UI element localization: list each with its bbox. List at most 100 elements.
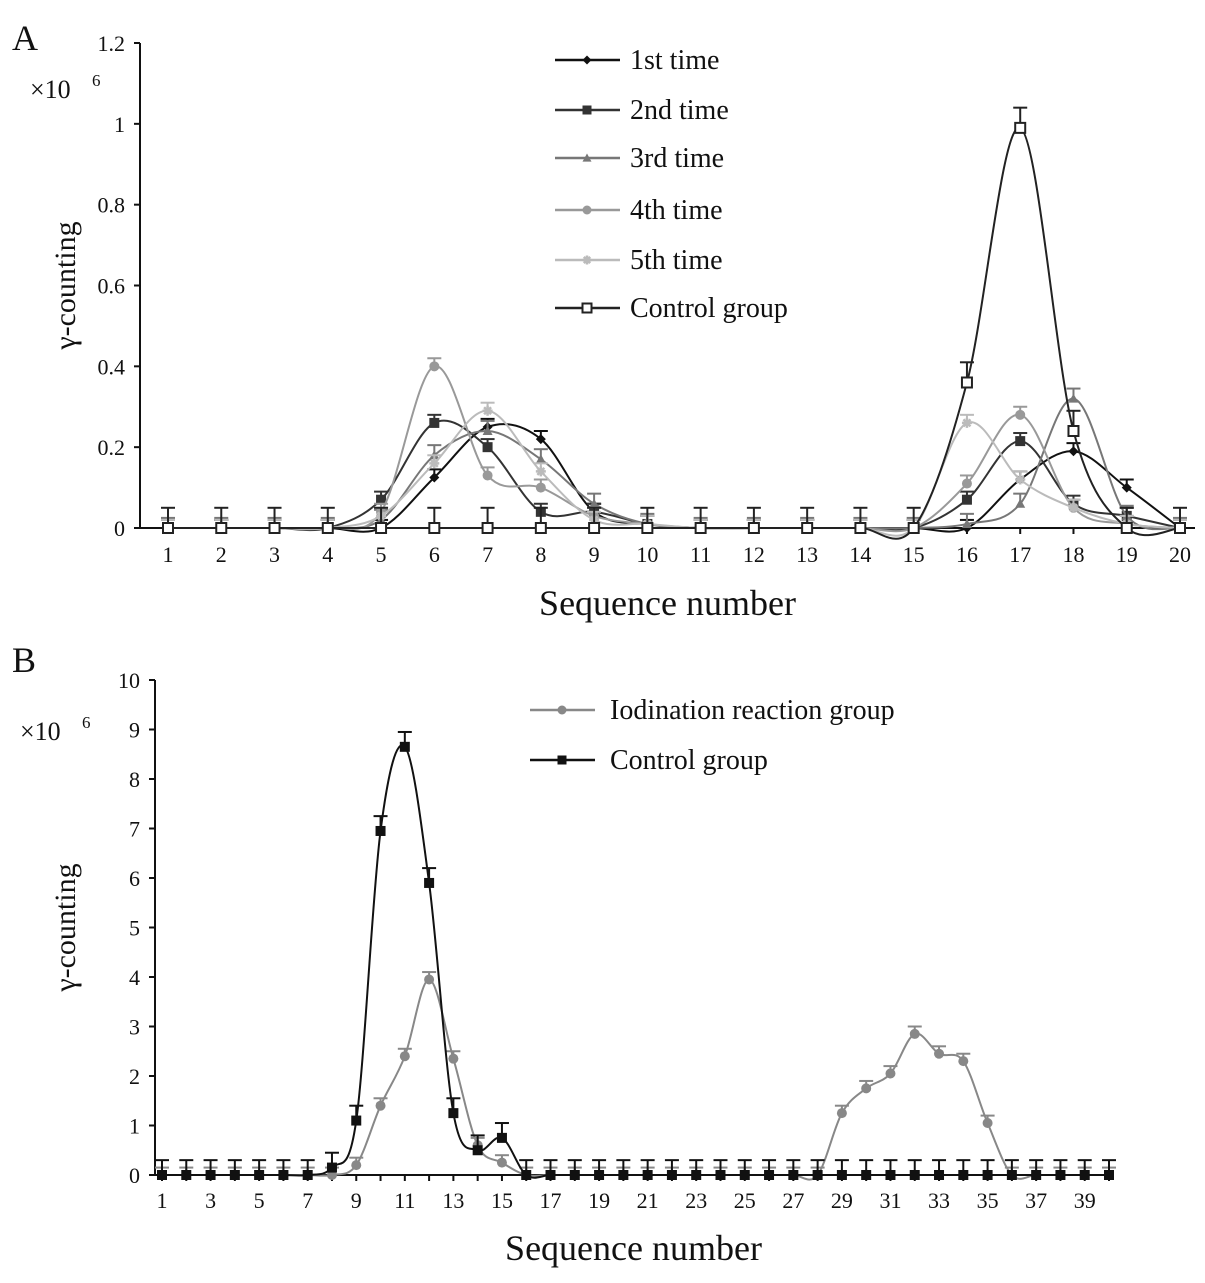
y-tick-label: 10 [118, 668, 140, 693]
x-tick-label: 11 [690, 542, 711, 567]
series-line [168, 419, 1181, 532]
y-tick-label: 8 [129, 767, 140, 792]
legend-marker [582, 205, 592, 215]
multiplier-label: ×10 [20, 717, 61, 746]
legend-marker [582, 153, 592, 162]
data-point [1015, 474, 1026, 485]
x-tick-label: 27 [782, 1188, 804, 1213]
data-point [861, 1170, 872, 1180]
legend-marker [582, 55, 592, 65]
x-tick-label: 19 [588, 1188, 610, 1213]
x-tick-label: 5 [376, 542, 387, 567]
series-iodination-reaction-group: Iodination reaction group [155, 695, 1116, 1181]
legend-label: 1st time [630, 45, 719, 76]
data-point [854, 522, 867, 534]
data-point [351, 1115, 362, 1126]
x-tick-label: 11 [394, 1188, 415, 1213]
legend-label: 4th time [630, 195, 723, 226]
x-tick-label: 19 [1116, 542, 1138, 567]
y-tick-label: 3 [129, 1015, 140, 1040]
data-point [1015, 409, 1026, 420]
x-tick-label: 29 [831, 1188, 853, 1213]
panel-label: B [12, 640, 36, 680]
data-point [747, 522, 760, 534]
data-point [429, 472, 440, 483]
data-point [482, 405, 493, 416]
data-point [1014, 121, 1027, 134]
x-tick-label: 14 [849, 542, 871, 567]
data-point [836, 1108, 847, 1119]
data-point [326, 1162, 337, 1173]
y-tick-label: 1 [129, 1114, 140, 1139]
y-axis-label: γ-counting [49, 221, 82, 350]
data-point [588, 522, 601, 534]
data-point [375, 825, 386, 836]
data-point [812, 1170, 823, 1180]
y-tick-label: 2 [129, 1064, 140, 1089]
data-point [961, 478, 972, 489]
panel-label: A [12, 18, 38, 58]
data-point [642, 1170, 653, 1180]
y-tick-label: 4 [129, 965, 140, 990]
data-point [205, 1170, 216, 1180]
legend-marker [557, 755, 567, 765]
data-point [1068, 446, 1079, 457]
series-line [168, 409, 1181, 537]
x-tick-label: 6 [429, 542, 440, 567]
x-tick-label: 1 [157, 1188, 168, 1213]
data-point [691, 1170, 702, 1180]
panel-a: A00.20.40.60.811.21 2 3 4 5 6 7 8 9 10 11 12 13 14 15 1… [12, 18, 1195, 623]
data-point [429, 361, 440, 372]
legend-marker [557, 705, 567, 715]
data-point [569, 1170, 580, 1180]
series-line [162, 978, 1109, 1181]
legend-label: Control group [630, 293, 788, 324]
legend-label: 3rd time [630, 143, 724, 174]
data-point [399, 1051, 410, 1062]
data-point [958, 1056, 969, 1067]
data-point [302, 1170, 313, 1180]
x-tick-label: 9 [589, 542, 600, 567]
x-tick-label: 15 [903, 542, 925, 567]
data-point [836, 1170, 847, 1180]
data-point [958, 1170, 969, 1180]
series-control-group: Control group [155, 730, 1116, 1180]
x-tick-label: 2 [216, 542, 227, 567]
data-point [181, 1170, 192, 1180]
data-point [982, 1118, 993, 1129]
data-point [1120, 522, 1133, 534]
data-point [448, 1053, 459, 1064]
legend-marker [582, 105, 592, 115]
x-tick-label: 13 [796, 542, 818, 567]
data-point [594, 1170, 605, 1180]
data-point [909, 1028, 920, 1039]
x-tick-label: 17 [540, 1188, 562, 1213]
multiplier-exponent: 6 [92, 71, 101, 90]
y-tick-label: 5 [129, 916, 140, 941]
data-point [321, 522, 334, 534]
data-point [496, 1132, 507, 1143]
data-point [1006, 1170, 1017, 1180]
data-point [429, 417, 440, 428]
data-point [589, 498, 600, 508]
y-tick-label: 1 [114, 112, 125, 137]
data-point [1121, 482, 1132, 493]
data-point [481, 522, 494, 534]
data-point [521, 1170, 532, 1180]
x-tick-label: 13 [442, 1188, 464, 1213]
x-tick-label: 1 [163, 542, 174, 567]
y-tick-label: 1.2 [98, 31, 126, 56]
data-point [229, 1170, 240, 1180]
x-tick-label: 3 [269, 542, 280, 567]
x-tick-label: 37 [1025, 1188, 1047, 1213]
data-point [268, 522, 281, 534]
data-point [375, 1100, 386, 1111]
legend-label: 2nd time [630, 95, 729, 126]
y-tick-label: 9 [129, 718, 140, 743]
x-tick-label: 10 [636, 542, 658, 567]
legend-label: Iodination reaction group [610, 695, 895, 726]
data-point [162, 522, 174, 534]
legend-marker [582, 255, 592, 265]
data-point [429, 458, 440, 469]
x-tick-label: 18 [1062, 542, 1084, 567]
